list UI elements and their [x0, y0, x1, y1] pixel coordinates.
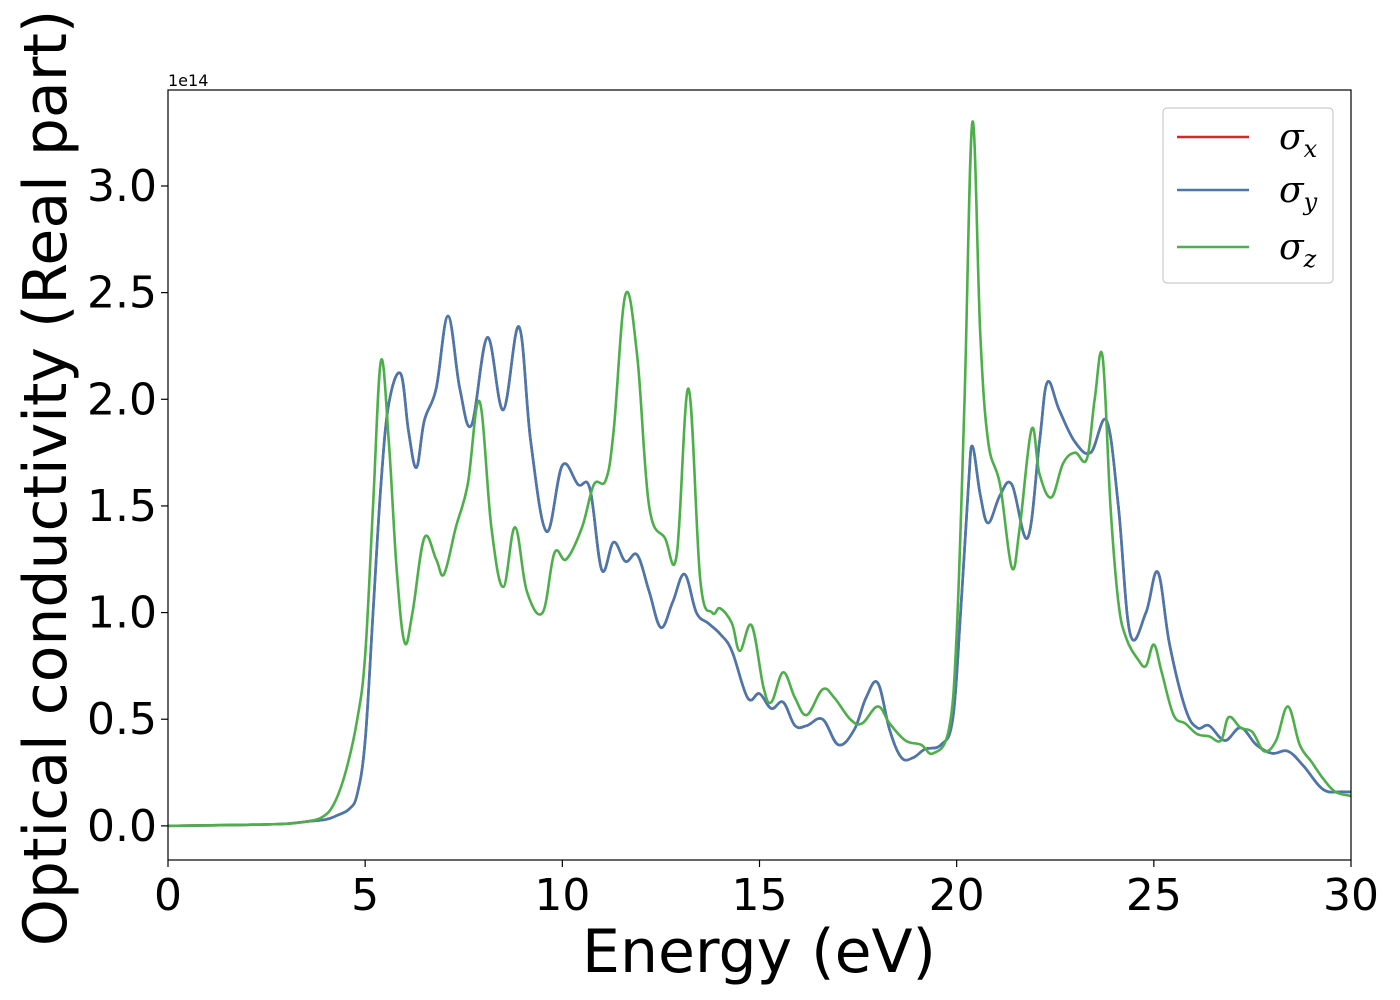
y-tick-label: 2.0	[87, 374, 157, 425]
y-tick-label: 0.5	[87, 694, 157, 745]
legend-box	[1162, 107, 1334, 284]
x-axis-title: Energy (eV)	[582, 917, 936, 987]
legend-label-sigma-y: σy	[1279, 170, 1318, 216]
x-tick-label: 20	[929, 870, 985, 921]
y-tick-label: 1.0	[87, 588, 157, 639]
series-line-sigma-x	[168, 314, 1351, 828]
y-tick-label: 3.0	[87, 161, 157, 212]
y-tick-label: 1.5	[87, 481, 157, 532]
x-tick-label: 10	[534, 870, 590, 921]
plot-lines	[168, 120, 1351, 828]
legend-label-sigma-x: σx	[1279, 117, 1318, 163]
legend: σx σy σz	[1162, 107, 1334, 284]
series-line-sigma-y	[168, 314, 1351, 828]
x-tick-label: 30	[1323, 870, 1379, 921]
y-axis-title: Optical conductivity (Real part)	[11, 10, 81, 947]
y-tick-label: 2.5	[87, 268, 157, 319]
series-line-sigma-z	[168, 120, 1351, 828]
x-tick-label: 5	[351, 870, 379, 921]
y-axis: 0.0 0.5 1.0 1.5 2.0 2.5 3.0	[87, 161, 168, 852]
x-tick-label: 15	[732, 870, 788, 921]
x-tick-label: 25	[1126, 870, 1182, 921]
y-offset-text: 1e14	[168, 71, 208, 90]
y-tick-label: 0.0	[87, 801, 157, 852]
legend-label-sigma-z: σz	[1279, 227, 1317, 273]
x-axis: 0 5 10 15 20 25 30	[154, 860, 1379, 921]
x-tick-label: 0	[154, 870, 182, 921]
